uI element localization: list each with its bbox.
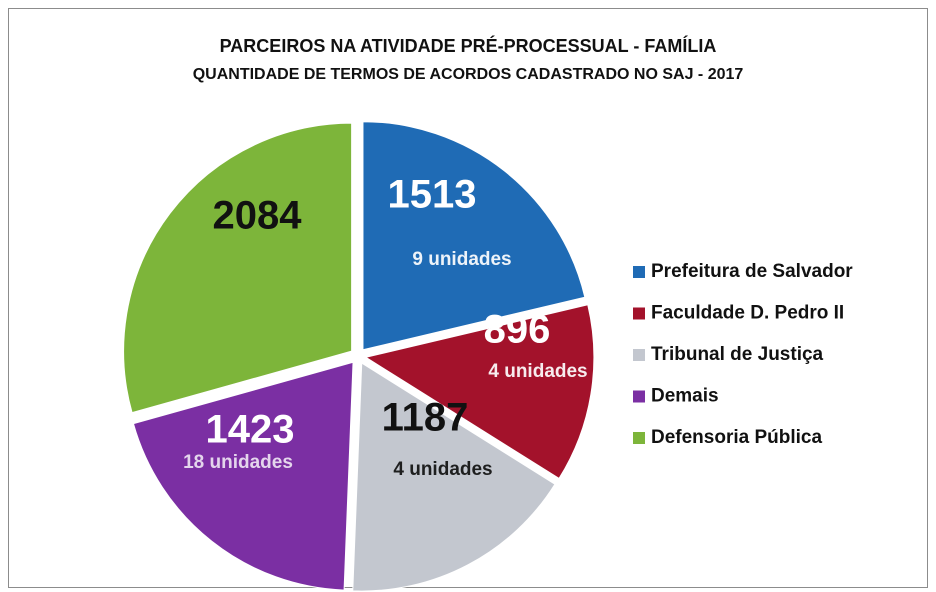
chart-title: PARCEIROS NA ATIVIDADE PRÉ-PROCESSUAL - …	[220, 35, 717, 56]
legend-swatch	[633, 390, 645, 403]
value-label: 896	[484, 308, 551, 352]
pie-slice	[132, 361, 354, 591]
value-label: 1423	[206, 408, 295, 452]
value-label: 1187	[382, 396, 469, 440]
value-label: 2084	[213, 194, 303, 238]
legend-label: Faculdade D. Pedro II	[651, 303, 844, 324]
legend-label: Tribunal de Justiça	[651, 344, 824, 365]
legend-label: Demais	[651, 386, 719, 407]
legend-label: Defensoria Pública	[651, 427, 822, 448]
unit-label: 9 unidades	[412, 249, 511, 270]
legend-swatch	[633, 432, 645, 444]
pie-slice	[362, 121, 586, 351]
legend-swatch	[633, 349, 645, 361]
unit-label: 4 unidades	[488, 361, 587, 382]
pie-slice	[364, 304, 595, 480]
legend-swatch	[633, 266, 645, 278]
pie-slice	[123, 122, 353, 414]
value-label: 1513	[388, 173, 477, 217]
legend-label: Prefeitura de Salvador	[651, 261, 853, 282]
unit-label: 18 unidades	[183, 452, 293, 473]
pie-slice	[352, 362, 556, 592]
chart-subtitle: QUANTIDADE DE TERMOS DE ACORDOS CADASTRA…	[193, 66, 744, 83]
legend-swatch	[633, 307, 645, 320]
unit-label: 4 unidades	[393, 459, 492, 480]
